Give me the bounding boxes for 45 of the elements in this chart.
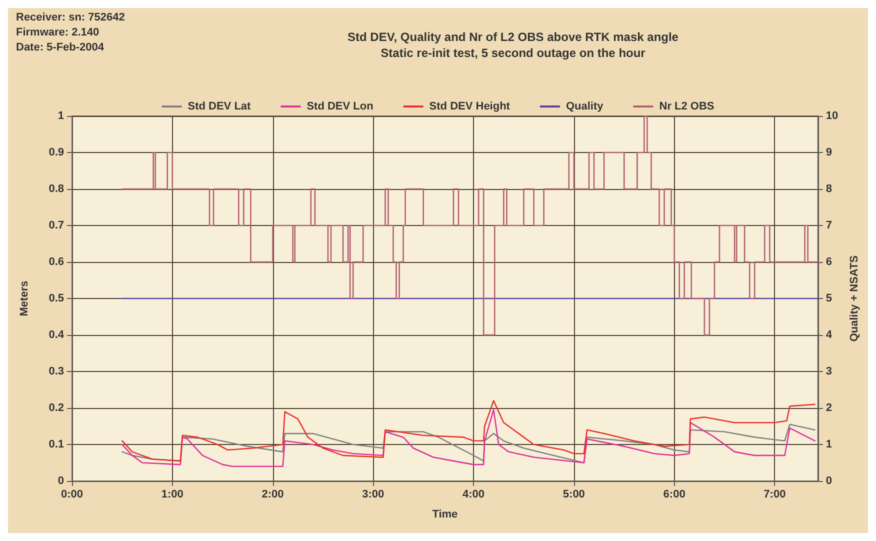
y2-tick-label: 1: [826, 438, 832, 450]
line-series: [122, 400, 816, 462]
y-tick-label: 0.8: [48, 183, 64, 195]
y-tick-label: 0.9: [48, 146, 64, 158]
y-axis-title: Meters: [18, 280, 30, 316]
y2-tick-label: 7: [826, 220, 832, 232]
y-tick-label: 0.5: [48, 292, 64, 304]
y-tick-label: 0.7: [48, 220, 64, 232]
y2-tick-label: 3: [826, 366, 832, 378]
x-tick-label: 2:00: [262, 488, 284, 500]
chart-title: Std DEV, Quality and Nr of L2 OBS above RTK mask angle: [348, 30, 679, 44]
x-tick-label: 4:00: [462, 488, 485, 500]
text: Date: 5-Feb-2004: [16, 42, 105, 54]
y2-tick-label: 9: [826, 146, 832, 158]
y2-tick-label: 2: [826, 402, 832, 414]
y2-axis-title: Quality + NSATS: [848, 255, 860, 342]
y2-tick-label: 10: [826, 110, 838, 122]
y-tick-label: 0: [58, 475, 64, 487]
legend-label: Std DEV Lon: [306, 100, 374, 112]
text: Receiver: sn: 752642: [16, 12, 125, 24]
y-tick-label: 0.6: [48, 256, 64, 268]
x-tick-label: 5:00: [562, 488, 585, 500]
y2-tick-label: 5: [826, 292, 832, 304]
y2-tick-label: 6: [826, 256, 832, 268]
line-series: [122, 409, 816, 468]
legend-label: Std DEV Lat: [188, 100, 252, 112]
y-tick-label: 0.3: [48, 366, 64, 378]
chart-subtitle: Static re-init test, 5 second outage on the hour: [380, 46, 646, 60]
y-tick-label: 0.1: [48, 438, 64, 450]
y-tick-label: 1: [58, 110, 64, 122]
legend-label: Std DEV Height: [429, 100, 510, 112]
legend-label: Quality: [566, 100, 604, 112]
y-tick-label: 0.4: [48, 329, 65, 341]
y2-tick-label: 8: [826, 183, 832, 195]
legend-label: Nr L2 OBS: [659, 100, 714, 112]
x-tick-label: 6:00: [663, 488, 686, 500]
text: Firmware: 2.140: [16, 26, 100, 38]
y2-tick-label: 4: [826, 329, 833, 341]
y-tick-label: 0.2: [48, 402, 64, 414]
x-tick-label: 7:00: [764, 488, 786, 500]
x-tick-label: 1:00: [161, 488, 184, 500]
y2-tick-label: 0: [826, 475, 832, 487]
x-tick-label: 0:00: [60, 488, 84, 500]
x-axis-title: Time: [432, 508, 458, 520]
x-tick-label: 3:00: [362, 488, 384, 500]
